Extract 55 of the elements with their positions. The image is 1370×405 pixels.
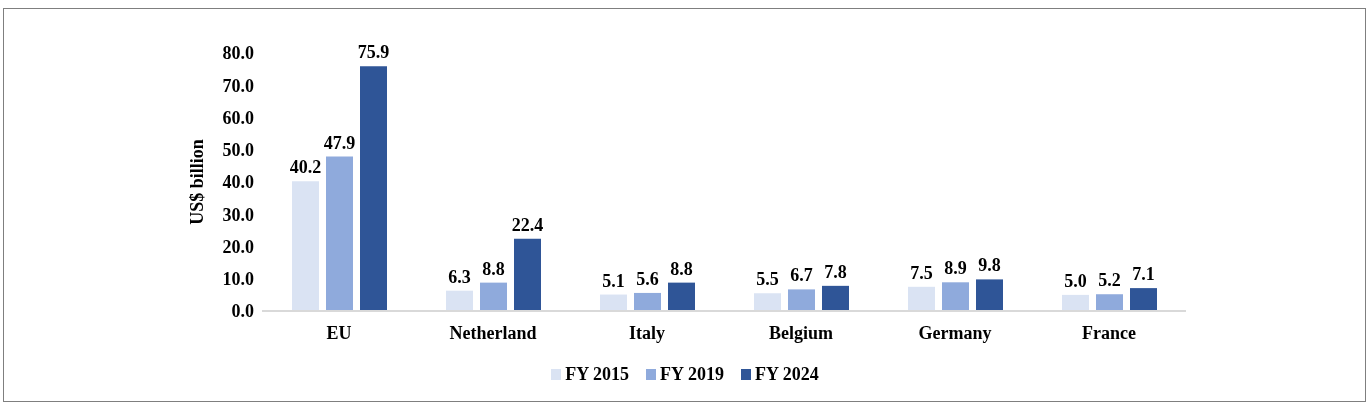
data-label: 8.8 [482, 258, 505, 279]
bar [754, 293, 781, 311]
bar [600, 294, 627, 311]
x-tick-label: Netherland [449, 322, 537, 343]
data-label: 75.9 [357, 42, 390, 63]
data-label: 5.5 [756, 269, 779, 290]
data-label: 8.8 [670, 258, 693, 279]
data-label: 8.9 [944, 258, 967, 279]
bar [1096, 294, 1123, 311]
legend-label: FY 2019 [660, 363, 724, 385]
x-tick-label: Germany [918, 322, 992, 343]
data-label: 6.3 [448, 266, 471, 287]
bar [1130, 288, 1157, 311]
y-tick-label: 20.0 [222, 236, 254, 257]
bar [292, 181, 319, 311]
y-axis-title: US$ billion [187, 139, 207, 225]
y-tick-label: 0.0 [231, 301, 254, 322]
bar [976, 279, 1003, 311]
y-tick-label: 40.0 [222, 172, 254, 193]
bar [1062, 294, 1089, 311]
legend-label: FY 2024 [754, 363, 819, 385]
y-tick-label: 60.0 [222, 107, 254, 128]
legend-label: FY 2015 [565, 363, 630, 385]
bar [942, 282, 969, 311]
x-tick-label: EU [326, 322, 352, 343]
data-label: 7.1 [1132, 264, 1155, 285]
data-label: 22.4 [511, 214, 544, 235]
data-label: 5.0 [1064, 270, 1087, 291]
bar [514, 238, 541, 311]
data-label: 6.7 [790, 265, 813, 286]
data-label: 5.6 [636, 268, 659, 289]
bar [480, 282, 507, 311]
bar [360, 66, 387, 311]
data-label: 7.8 [824, 261, 847, 282]
data-label: 7.5 [910, 262, 933, 283]
y-tick-label: 70.0 [222, 75, 254, 96]
x-tick-label: France [1082, 322, 1136, 343]
data-label: 5.2 [1098, 270, 1121, 291]
bar [668, 282, 695, 311]
data-label: 5.1 [602, 270, 625, 291]
bar [634, 292, 661, 311]
bar [788, 289, 815, 311]
y-tick-label: 50.0 [222, 140, 254, 161]
x-tick-label: Belgium [768, 322, 834, 343]
x-tick-label: Italy [629, 322, 665, 343]
y-tick-label: 10.0 [222, 269, 254, 290]
bar [446, 290, 473, 311]
data-label: 9.8 [978, 255, 1001, 276]
bar [908, 286, 935, 311]
data-label: 40.2 [289, 157, 322, 178]
bar [822, 285, 849, 311]
data-label: 47.9 [323, 132, 356, 153]
y-tick-label: 30.0 [222, 204, 254, 225]
y-tick-label: 80.0 [222, 43, 254, 64]
bar [326, 156, 353, 311]
